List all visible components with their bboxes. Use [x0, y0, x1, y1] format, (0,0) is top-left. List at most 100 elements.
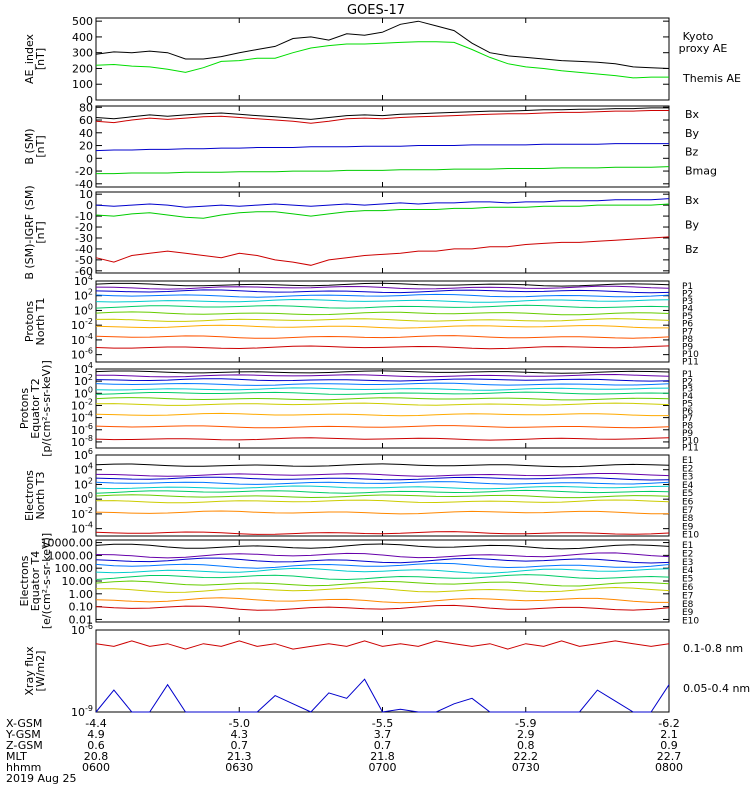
legend-entry: E2: [682, 549, 693, 559]
legend-entry: 0.05-0.4 nm: [683, 682, 750, 695]
series-line: [95, 387, 670, 391]
legend-entry: E9: [682, 608, 694, 618]
legend-entry: E4: [682, 566, 694, 576]
y-tick-label: 20: [79, 140, 93, 153]
legend-entry: E8: [682, 514, 694, 524]
y-tick-label: 0.01: [69, 613, 94, 626]
legend-entry: Bmag: [685, 165, 717, 178]
y-tick-label: 10-6: [71, 622, 93, 637]
legend-entry: E10: [682, 531, 699, 541]
y-axis-label: [W/m2]: [34, 651, 47, 692]
y-tick-label: 104: [74, 462, 93, 477]
series-line: [95, 41, 669, 79]
series-line: [95, 324, 669, 329]
y-tick-label: 10-6: [71, 422, 93, 437]
x-axis-tick-label: 0600: [82, 761, 110, 774]
legend-entry: P6: [682, 407, 693, 417]
y-tick-label: -60: [75, 265, 93, 278]
x-axis-tick-label: 21.8: [370, 750, 395, 763]
x-axis-tick-label: 0.8: [517, 739, 535, 752]
series-line: [95, 391, 670, 395]
y-tick-label: 200: [72, 62, 93, 75]
legend-entry: P4: [682, 392, 693, 402]
series-line: [95, 345, 670, 350]
legend-entry: E6: [682, 583, 694, 593]
series-line: [95, 397, 670, 401]
legend-entry: E2: [682, 464, 693, 474]
y-axis-label: Equator T2: [29, 378, 42, 438]
series-line: [95, 552, 670, 559]
y-axis-label: [nT]: [34, 221, 47, 243]
y-tick-label: 100: [74, 491, 93, 506]
x-axis-tick-label: -5.0: [229, 717, 250, 730]
x-axis-tick-label: 0.6: [87, 739, 105, 752]
x-axis-tick-label: 22.2: [514, 750, 539, 763]
y-tick-label: 100.00: [55, 562, 94, 575]
legend-entry: P11: [682, 357, 699, 367]
legend-entry: E9: [682, 522, 694, 532]
x-axis-tick-label: 3.7: [374, 728, 392, 741]
y-tick-label: 10-4: [71, 410, 93, 425]
x-axis-row-label: Z-GSM: [6, 739, 43, 752]
legend-entry: E4: [682, 481, 694, 491]
series-line: [95, 678, 670, 713]
y-tick-label: 500: [72, 15, 93, 28]
legend-entry: Bx: [685, 108, 700, 121]
y-tick-label: 10-6: [71, 347, 93, 362]
legend-entry: P6: [682, 320, 693, 330]
series-line: [95, 143, 669, 152]
legend-entry: P9: [682, 429, 693, 439]
series-line: [95, 499, 670, 504]
legend-entry: Bz: [685, 146, 699, 159]
x-axis-tick-label: 2.9: [517, 728, 535, 741]
x-axis-tick-label: 4.9: [87, 728, 105, 741]
legend-entry: P5: [682, 312, 693, 322]
legend-entry: E1: [682, 456, 693, 466]
legend-entry: P2: [682, 377, 693, 387]
y-tick-label: 0: [86, 94, 93, 107]
series-line: [95, 489, 670, 494]
y-tick-label: 10-2: [71, 506, 93, 521]
legend-entry: Bz: [685, 243, 699, 256]
series-line: [95, 378, 670, 382]
legend-entry: P11: [682, 444, 699, 454]
series-line: [95, 107, 669, 120]
series-line: [95, 574, 670, 581]
panel-frame: [95, 629, 670, 713]
legend-entry: E5: [682, 489, 693, 499]
series-line: [95, 481, 670, 485]
series-line: [95, 640, 670, 650]
date-label: 2019 Aug 25: [6, 772, 76, 785]
series-line: [95, 203, 670, 219]
legend-entry: P3: [682, 297, 693, 307]
y-tick-label: 60: [79, 114, 93, 127]
series-line: [95, 485, 670, 490]
x-axis-row-label: X-GSM: [6, 717, 42, 730]
y-tick-label: 100: [74, 385, 93, 400]
x-axis-tick-label: -5.9: [515, 717, 536, 730]
x-axis-row-label: MLT: [6, 750, 27, 763]
legend-entry: P3: [682, 385, 693, 395]
y-tick-label: 10-4: [71, 332, 93, 347]
x-axis-tick-label: 0700: [369, 761, 397, 774]
y-tick-label: -50: [75, 254, 93, 267]
legend-entry: By: [685, 219, 700, 232]
y-tick-label: 104: [74, 361, 93, 376]
series-line: [95, 510, 669, 515]
series-line: [95, 236, 670, 266]
x-axis-tick-label: -5.5: [372, 717, 393, 730]
series-line: [95, 412, 669, 417]
legend-entry: P1: [682, 282, 693, 292]
series-line: [95, 298, 670, 303]
series-line: [95, 604, 670, 611]
y-axis-label: Equator T4: [29, 551, 42, 611]
y-tick-label: -30: [75, 232, 93, 245]
series-line: [95, 285, 670, 290]
series-line: [95, 531, 670, 535]
series-line: [95, 110, 669, 124]
series-line: [95, 597, 669, 604]
series-line: [95, 311, 670, 316]
series-line: [95, 304, 670, 309]
legend-kyoto: Kyoto: [683, 30, 714, 43]
x-axis-tick-label: 0.9: [660, 739, 678, 752]
